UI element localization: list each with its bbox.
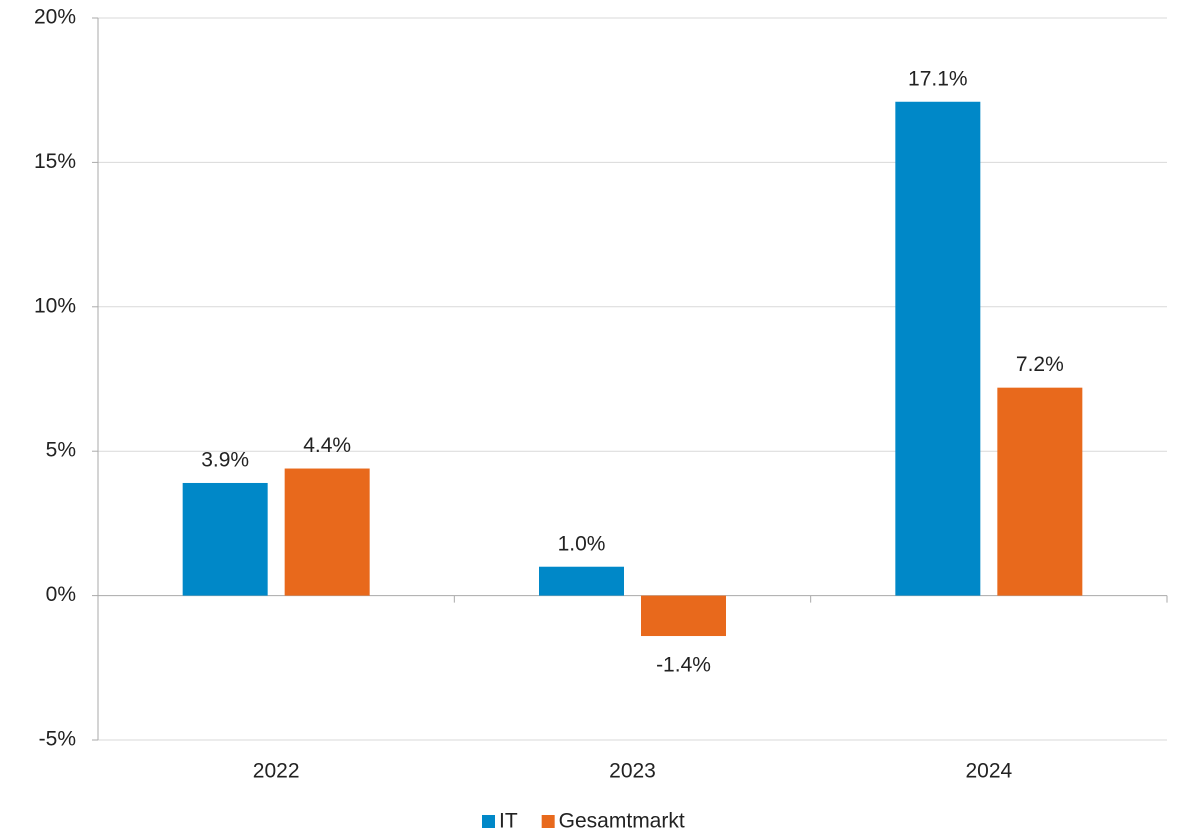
- bar: [182, 482, 268, 596]
- value-label: 1.0%: [558, 532, 606, 555]
- legend-swatch: [482, 815, 495, 828]
- bar: [539, 566, 624, 596]
- value-label: 17.1%: [908, 67, 968, 90]
- legend-swatch: [541, 815, 555, 828]
- y-tick-label: -5%: [39, 728, 76, 751]
- bar: [997, 387, 1083, 596]
- x-tick-label: 2022: [253, 760, 300, 783]
- value-label: 3.9%: [201, 449, 249, 472]
- x-tick-label: 2024: [965, 760, 1012, 783]
- bar: [641, 595, 726, 637]
- value-label: 4.4%: [303, 434, 351, 457]
- x-tick-label: 2023: [609, 760, 656, 783]
- legend-label: Gesamtmarkt: [559, 810, 685, 833]
- y-tick-label: 10%: [34, 294, 76, 317]
- y-tick-label: 20%: [34, 6, 76, 29]
- legend-label: IT: [499, 810, 518, 833]
- y-tick-label: 5%: [46, 439, 76, 462]
- y-tick-label: 0%: [46, 583, 76, 606]
- bar: [284, 468, 370, 596]
- value-label: 7.2%: [1016, 353, 1064, 376]
- y-tick-label: 15%: [34, 150, 76, 173]
- value-label: -1.4%: [656, 654, 711, 677]
- bar: [895, 101, 981, 596]
